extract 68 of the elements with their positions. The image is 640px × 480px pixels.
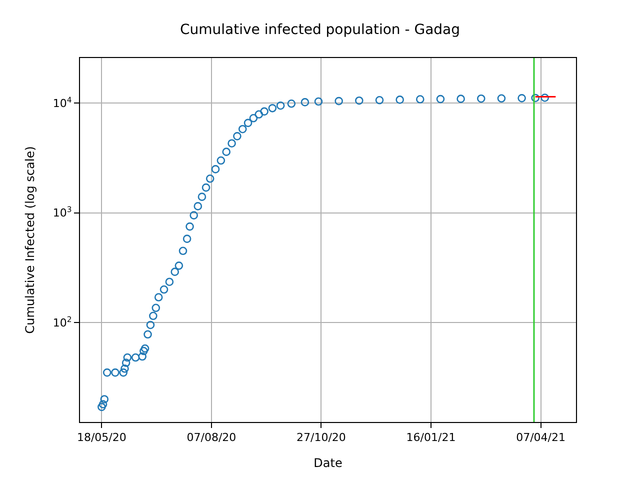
point <box>276 101 285 110</box>
point <box>518 94 526 102</box>
point <box>233 132 242 140</box>
point <box>228 139 236 148</box>
point <box>182 234 192 243</box>
point <box>416 95 424 104</box>
point <box>165 278 174 286</box>
x-tick-label: 07/08/20 <box>186 431 236 444</box>
point <box>238 124 247 134</box>
point <box>102 368 112 377</box>
point <box>287 99 296 108</box>
chart-title: Cumulative infected population - Gadag <box>180 22 460 38</box>
point <box>138 352 146 361</box>
point <box>98 400 108 408</box>
point <box>149 312 158 320</box>
point <box>160 285 168 294</box>
point <box>154 293 163 302</box>
point <box>314 97 323 106</box>
point <box>244 118 252 128</box>
point <box>540 94 549 102</box>
point <box>123 353 132 362</box>
y-tick-label: 10$^{4}$ <box>52 95 72 110</box>
point <box>146 320 155 330</box>
x-tick-label: 27/10/20 <box>296 431 346 444</box>
point <box>186 222 194 231</box>
point <box>202 183 210 192</box>
point <box>476 94 486 103</box>
point <box>222 148 231 156</box>
point <box>268 104 277 112</box>
point <box>249 114 258 122</box>
point <box>178 246 188 256</box>
point <box>198 192 206 201</box>
point <box>456 94 465 103</box>
y-tick-label: 10$^{2}$ <box>52 314 72 330</box>
x-axis-title: Date <box>314 456 342 470</box>
point <box>254 110 264 119</box>
point <box>300 98 310 106</box>
point <box>174 262 184 270</box>
point <box>531 94 540 102</box>
point <box>260 107 268 116</box>
point <box>144 330 152 339</box>
y-tick-label: 10$^{3}$ <box>52 205 72 220</box>
point <box>396 96 404 104</box>
x-tick-label: 07/04/21 <box>516 431 566 444</box>
point <box>355 96 364 105</box>
point <box>375 96 384 104</box>
point <box>120 364 129 373</box>
point <box>334 96 343 106</box>
point <box>131 353 140 362</box>
point <box>211 165 220 174</box>
point <box>140 346 148 356</box>
point <box>216 156 226 165</box>
point <box>436 94 445 104</box>
point <box>152 304 160 312</box>
x-tick-label: 16/01/21 <box>406 431 456 444</box>
point <box>194 202 202 210</box>
point <box>100 395 109 404</box>
point <box>497 94 506 103</box>
point <box>140 344 150 353</box>
point <box>170 268 180 276</box>
x-tick-label: 18/05/20 <box>76 431 126 444</box>
point <box>119 368 128 377</box>
point <box>206 174 214 183</box>
point <box>98 402 106 412</box>
y-axis-title: Cumulative Infected (log scale) <box>23 146 38 334</box>
point <box>122 358 130 367</box>
point <box>111 368 120 377</box>
point <box>190 211 198 220</box>
